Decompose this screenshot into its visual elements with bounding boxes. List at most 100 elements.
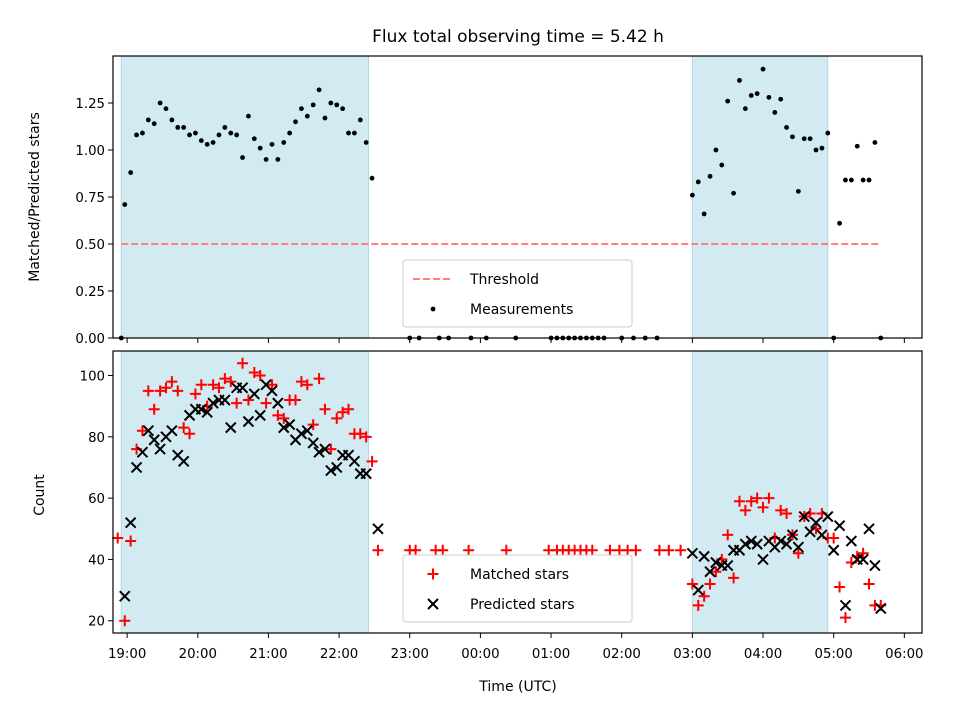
matched-star-point [698,590,710,602]
matched-star-point [692,599,704,611]
measurement-point [340,106,346,112]
matched-star-point [154,385,166,397]
measurement-point [713,147,719,153]
predicted-star-point [313,446,325,458]
matched-star-point [757,501,769,513]
bottom-y-tick-label: 60 [88,492,105,507]
bottom-axes-frame [112,350,923,634]
predicted-star-point [142,424,155,437]
measurement-point [187,132,192,138]
matched-star-point [290,394,302,406]
measurement-point [334,102,340,108]
matched-star-point [653,544,665,556]
top-y-tick-label: 1.00 [75,144,105,159]
matched-star-point [745,495,757,507]
predicted-star-point [136,446,149,458]
top-y-tick-label: 0.25 [75,285,105,300]
matched-star-point [178,422,190,434]
measurement-point [737,78,742,83]
measurement-point [198,138,204,144]
measurement-point [128,170,134,175]
matched-star-point [189,388,201,400]
top-y-tick-label: 0.00 [75,332,105,347]
matched-star-point [272,409,284,421]
bottom-y-tick-label: 80 [88,431,105,446]
x-tick-label: 23:00 [391,647,429,662]
bottom-legend-label: Predicted stars [470,597,575,613]
top-shaded-interval-0 [120,55,370,339]
predicted-star-point [207,397,219,409]
top-y-tick-label: 1.25 [75,97,105,112]
top-legend: Threshold Measurements [402,259,633,328]
bottom-shaded-interval-1 [691,350,829,634]
legend-measurements-swatch [430,306,436,312]
matched-star-point [372,544,384,556]
measurement-point [216,132,222,138]
predicted-star-point [875,602,887,615]
matched-star-point [242,394,254,406]
matched-star-point [266,379,278,391]
measurement-point [222,125,228,130]
predicted-star-point [319,443,331,455]
matched-star-point [337,406,349,418]
predicted-star-point [219,394,231,406]
bottom-y-tick-label: 40 [88,553,105,568]
matched-star-point [160,382,172,394]
measurement-point [725,98,731,104]
measurement-point [872,140,878,145]
measurement-point [848,177,854,183]
matched-star-point [410,544,422,556]
measurement-point [210,140,216,145]
matched-star-point [722,529,734,541]
predicted-star-point [130,461,143,474]
matched-star-point [686,578,698,590]
predicted-star-point [154,443,166,455]
measurement-point [322,115,328,121]
x-tick-label: 21:00 [249,647,287,662]
measurement-point [257,145,263,151]
matched-star-point [728,572,740,584]
x-tick-label: 05:00 [815,647,853,662]
predicted-star-point [307,437,319,449]
measurement-point [163,106,169,112]
matched-star-point [248,366,260,378]
measurement-point [193,130,198,136]
predicted-star-point [816,529,828,541]
matched-star-point [213,382,225,394]
x-tick-label: 03:00 [673,647,711,662]
predicted-star-point [845,535,858,547]
predicted-star-point [810,516,822,529]
predicted-star-point [774,535,787,547]
matched-star-point [231,397,243,409]
matched-star-point [254,370,266,382]
measurement-point [772,110,778,115]
measurement-point [357,117,363,123]
top-legend-box [402,259,633,328]
matched-star-point [437,544,449,556]
predicted-star-point [124,516,137,529]
matched-star-point [219,373,231,385]
matched-star-point [828,532,840,544]
bottom-legend-box [402,554,633,623]
measurement-point [122,202,128,207]
predicted-star-point [360,467,372,480]
bottom-panel: 20 40 60 80 100 19:00 20:00 21:00 22:00 23:00 00:0… [80,350,924,662]
legend-predicted-swatch [427,598,439,610]
measurement-point [275,157,281,162]
matched-star-point [343,403,355,415]
matched-star-point [500,544,512,556]
top-panel: 0.00 0.25 0.50 0.75 1.00 1.25 Threshold Measure… [75,55,923,347]
predicted-star-point [721,559,734,572]
predicted-star-point [827,544,840,556]
predicted-star-point [757,553,769,566]
legend-matched-swatch [427,568,439,580]
measurement-point [293,119,298,125]
bottom-legend: Matched stars Predicted stars [402,554,633,623]
measurement-point [240,155,245,160]
matched-star-point [751,492,763,504]
matched-star-point [142,385,154,397]
measurement-point [181,125,187,130]
matched-star-point [839,612,851,624]
predicted-star-point [780,538,793,550]
predicted-star-point [195,403,208,415]
